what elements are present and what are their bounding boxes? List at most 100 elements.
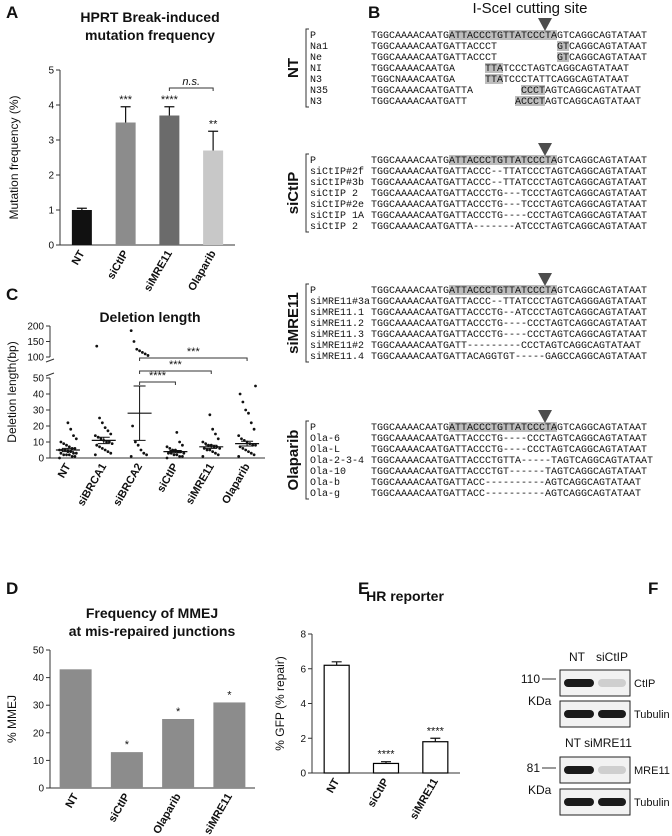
highlight	[449, 155, 557, 165]
y-tick-label: 0	[38, 454, 44, 465]
sample-name: N3	[310, 97, 322, 108]
y-tick-label: 0	[38, 784, 44, 795]
marker-unit: KDa	[528, 783, 552, 797]
chart-title: Frequency of MMEJ	[86, 605, 218, 621]
data-point	[165, 456, 169, 460]
y-tick-label: 10	[33, 756, 45, 767]
data-point	[110, 442, 114, 445]
data-point	[106, 450, 110, 453]
band-label: MRE11	[634, 765, 670, 777]
y-tick-label: 0	[48, 241, 54, 252]
group-label: siMRE11	[285, 292, 302, 354]
group-bracket	[305, 153, 309, 233]
data-point	[211, 427, 215, 431]
data-point	[244, 448, 248, 452]
y-tick-label: 4	[48, 101, 54, 112]
sample-name: P	[310, 31, 316, 42]
data-point	[138, 349, 141, 353]
y-tick-label: 6	[300, 664, 306, 675]
sequence: TGGCAAAACAATGATTACCCTG----CCCTAGTCAGGCAG…	[371, 445, 647, 456]
panel-letter: D	[6, 579, 18, 598]
chart-title: at mis-repaired junctions	[69, 623, 236, 639]
significance-bracket	[139, 357, 248, 361]
sequence: TGGCAAAACAATGATTACCC--TTATCCCTAGTCAGGGAG…	[371, 297, 647, 308]
data-point	[202, 447, 206, 450]
cut-site-arrow	[538, 18, 552, 31]
data-point	[249, 421, 253, 425]
data-point	[178, 455, 182, 458]
axis-break	[45, 358, 55, 377]
significance-bracket	[139, 370, 212, 374]
sample-name: Ola-10	[310, 466, 346, 478]
data-point	[241, 400, 245, 404]
error-bar	[381, 761, 391, 764]
chart-title: HR reporter	[366, 588, 444, 604]
data-point	[139, 448, 143, 452]
sample-name: siMRE11.2	[310, 318, 364, 330]
sequence: TGGCAAAACAATGATTACC----------AGTCAGGCAGT…	[371, 478, 641, 489]
sequence: TGGCAAAACAATGATTACCCTGTTATCCCTAGTCAGGCAG…	[371, 31, 647, 42]
data-point	[72, 451, 75, 455]
y-tick-label: 8	[300, 630, 306, 641]
data-point	[58, 456, 61, 460]
bar	[203, 150, 224, 245]
data-point	[216, 453, 220, 457]
sequence: TGGCAAAACAATGATTACCCTG---TCCCTAGTCAGGCAG…	[371, 189, 647, 200]
sequence: TGGCAAAACAATGATTACCCTG----CCCTAGTCAGGCAG…	[371, 434, 647, 445]
sequence: TGGCAAAACAATGATTACAGGTGT-----GAGCCAGGCAG…	[371, 352, 647, 363]
sample-name: P	[310, 286, 316, 297]
data-point	[237, 455, 241, 458]
sample-name: siMRE11#2	[310, 340, 364, 352]
data-point	[172, 453, 176, 457]
y-tick-label: 40	[33, 673, 45, 684]
chart-title: HPRT Break-induced	[80, 9, 219, 25]
cut-site-arrow	[538, 273, 552, 286]
sample-name: P	[310, 423, 316, 434]
sequence: TGGCAAAACAATGATTACCCTGTTA-----TAGTCAGGCA…	[371, 456, 653, 467]
sample-name: N3	[310, 75, 322, 86]
data-point	[175, 431, 179, 434]
data-point	[211, 450, 215, 453]
error-bar	[76, 207, 87, 210]
bar	[159, 115, 180, 245]
blot-band	[598, 710, 626, 718]
data-point	[175, 453, 179, 457]
panel-letter: A	[6, 3, 18, 22]
bracket-label: ***	[169, 359, 183, 371]
sample-name: Ola-b	[310, 477, 340, 489]
data-point	[109, 451, 113, 455]
sequence: TGGCNAAACAATGA TTATCCCTATTCAGGCAGTATAAT	[371, 75, 629, 86]
sample-name: Na1	[310, 42, 328, 53]
sample-name: N35	[310, 86, 328, 97]
data-point	[254, 443, 257, 447]
data-point	[62, 442, 66, 445]
data-point	[95, 344, 99, 348]
sample-name: NI	[310, 64, 322, 75]
data-point	[129, 455, 133, 458]
band-label: Tubulin	[634, 709, 670, 721]
chart-title: Deletion length	[99, 309, 200, 325]
data-point	[145, 453, 148, 457]
y-tick-label: 2	[300, 734, 306, 745]
sample-name: siCtIP#3b	[310, 177, 364, 189]
sequence: TGGCAAAACAATGATTACCCTG----CCCTAGTCAGGCAG…	[371, 319, 647, 330]
alignment-title: I-SceI cutting site	[472, 0, 587, 17]
data-point	[73, 447, 77, 450]
group-label: siCtIP	[285, 172, 302, 215]
sequence: TGGCAAAACAATGATTA CCCTAGTCAGGCAGTATAAT	[371, 86, 641, 97]
data-point	[98, 416, 101, 420]
data-point	[181, 443, 184, 447]
sample-name: Ola-2-3-4	[310, 455, 364, 467]
error-bar	[169, 449, 182, 454]
data-point	[100, 421, 104, 425]
bar	[115, 122, 136, 245]
sample-name: siMRE11.1	[310, 307, 364, 319]
highlight	[485, 63, 503, 73]
sequence: TGGCAAAACAATGATT---------CCCTAGTCAGGCAGT…	[371, 341, 641, 352]
highlight	[449, 285, 557, 295]
data-point	[129, 329, 133, 333]
y-axis-label: % MMEJ	[5, 695, 19, 743]
sample-name: siMRE11.4	[310, 351, 364, 363]
sample-name: siCtIP 2	[310, 188, 358, 200]
data-point	[65, 443, 68, 447]
